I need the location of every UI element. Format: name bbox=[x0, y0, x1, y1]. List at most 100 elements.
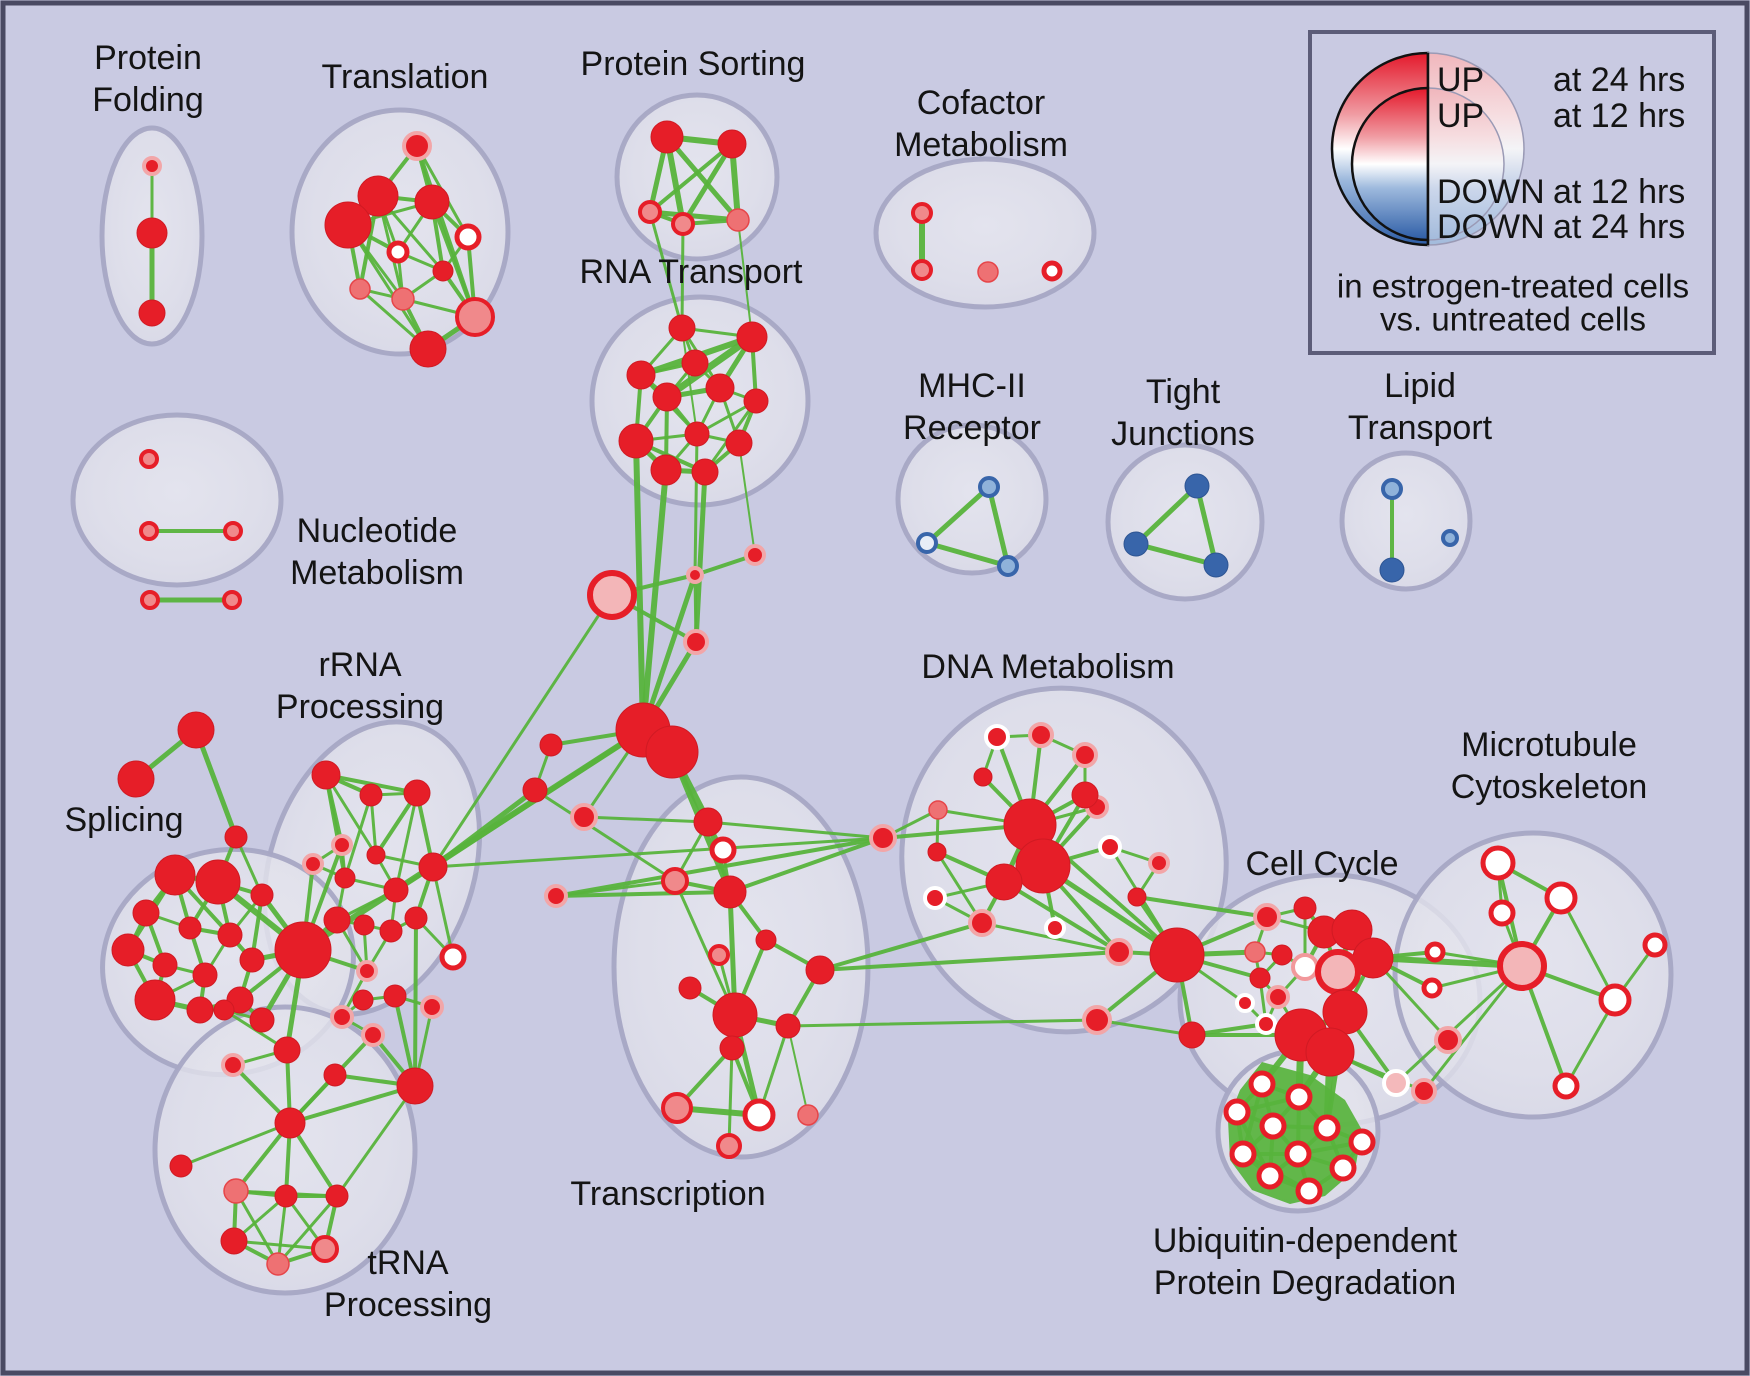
network-node bbox=[587, 570, 637, 620]
network-node bbox=[927, 842, 947, 862]
network-node bbox=[1411, 1078, 1437, 1104]
network-node bbox=[349, 278, 371, 300]
cluster-label-ubiquitin-degradation: Ubiquitin-dependent bbox=[1153, 1222, 1458, 1260]
network-node bbox=[359, 783, 383, 807]
network-node bbox=[726, 208, 750, 232]
cluster-label-dna-metabolism: DNA Metabolism bbox=[921, 648, 1174, 686]
network-edge bbox=[1394, 964, 1524, 1085]
network-node bbox=[1149, 927, 1205, 983]
legend-direction-label: UP bbox=[1437, 97, 1484, 135]
legend-direction-label: DOWN bbox=[1437, 173, 1545, 211]
network-node bbox=[1284, 1140, 1312, 1168]
network-node bbox=[391, 287, 415, 311]
network-node bbox=[353, 914, 375, 936]
network-node bbox=[911, 202, 933, 224]
cluster-label-protein-folding: Folding bbox=[92, 81, 204, 119]
network-node bbox=[192, 962, 218, 988]
network-node bbox=[274, 1184, 298, 1208]
network-edge bbox=[924, 540, 1011, 569]
network-edge bbox=[648, 142, 734, 214]
network-node bbox=[323, 906, 351, 934]
network-node bbox=[1229, 1140, 1257, 1168]
network-node bbox=[1331, 909, 1373, 951]
network-edge bbox=[818, 950, 1121, 972]
cluster-label-lipid-transport: Lipid bbox=[1384, 367, 1456, 405]
network-edge bbox=[324, 773, 347, 880]
network-node bbox=[1598, 983, 1632, 1017]
network-node bbox=[186, 996, 214, 1024]
cluster-label-protein-folding: Protein bbox=[94, 39, 202, 77]
cluster-label-trna-processing: tRNA bbox=[367, 1244, 449, 1282]
network-node bbox=[1285, 1083, 1313, 1111]
legend-time-label: at 12 hrs bbox=[1553, 173, 1685, 211]
network-node bbox=[650, 454, 682, 486]
network-edge bbox=[1095, 1018, 1194, 1037]
network-node bbox=[311, 1235, 339, 1263]
network-node bbox=[222, 590, 242, 610]
network-node bbox=[1253, 903, 1281, 931]
network-node bbox=[134, 979, 176, 1021]
network-node bbox=[331, 834, 353, 856]
network-node bbox=[1322, 989, 1368, 1035]
cluster-label-microtubule-cytoskeleton: Microtubule bbox=[1461, 726, 1637, 764]
network-node bbox=[195, 859, 241, 905]
network-node bbox=[213, 999, 235, 1021]
network-edge bbox=[430, 787, 538, 870]
network-edge bbox=[673, 879, 737, 1017]
network-node bbox=[383, 877, 409, 903]
network-edge bbox=[1559, 896, 1617, 1002]
network-node bbox=[142, 156, 162, 176]
network-edge bbox=[431, 593, 614, 869]
network-node bbox=[709, 836, 737, 864]
network-node bbox=[1072, 742, 1098, 768]
network-node bbox=[111, 933, 145, 967]
network-node bbox=[743, 388, 769, 414]
network-node bbox=[383, 984, 407, 1008]
network-node bbox=[671, 212, 695, 236]
legend-inner-left-half bbox=[1350, 86, 1430, 242]
cluster-label-rna-transport: RNA Transport bbox=[580, 253, 804, 291]
network-node bbox=[402, 131, 432, 161]
cluster-label-splicing: Splicing bbox=[64, 801, 183, 839]
network-edge bbox=[728, 836, 885, 894]
network-node bbox=[1381, 478, 1403, 500]
network-node bbox=[928, 800, 948, 820]
network-edge bbox=[346, 223, 430, 351]
network-edge bbox=[431, 836, 885, 869]
network-edge bbox=[276, 1194, 339, 1266]
cluster-ellipse-nucleotide-metabolism bbox=[70, 412, 284, 588]
network-node bbox=[869, 824, 897, 852]
network-node bbox=[1041, 260, 1063, 282]
network-node bbox=[273, 1036, 301, 1064]
network-node bbox=[1295, 1177, 1323, 1205]
network-edge bbox=[1133, 483, 1200, 547]
network-node bbox=[681, 349, 709, 377]
network-edge bbox=[693, 469, 708, 645]
network-edge bbox=[431, 865, 455, 959]
network-edge bbox=[648, 210, 684, 330]
network-node bbox=[221, 1053, 245, 1077]
network-node bbox=[668, 314, 696, 342]
network-edge bbox=[738, 442, 756, 556]
network-node bbox=[357, 175, 399, 217]
network-node bbox=[404, 906, 428, 930]
legend-box bbox=[1308, 30, 1716, 355]
network-node bbox=[217, 922, 243, 948]
network-node bbox=[522, 777, 548, 803]
network-node bbox=[539, 733, 563, 757]
network-node bbox=[1255, 1013, 1277, 1035]
cluster-label-cofactor-metabolism: Cofactor bbox=[917, 84, 1046, 122]
legend-direction-label: DOWN bbox=[1437, 208, 1545, 246]
network-edge bbox=[924, 484, 992, 546]
network-node bbox=[1082, 1005, 1112, 1035]
network-node bbox=[1071, 781, 1099, 809]
cluster-ellipse-protein-sorting bbox=[614, 92, 780, 262]
network-node bbox=[626, 360, 656, 390]
cluster-label-lipid-transport: Transport bbox=[1348, 409, 1493, 447]
network-node bbox=[678, 976, 702, 1000]
network-node bbox=[742, 1098, 776, 1132]
network-node bbox=[1291, 953, 1319, 981]
cluster-label-transcription: Transcription bbox=[570, 1175, 765, 1213]
